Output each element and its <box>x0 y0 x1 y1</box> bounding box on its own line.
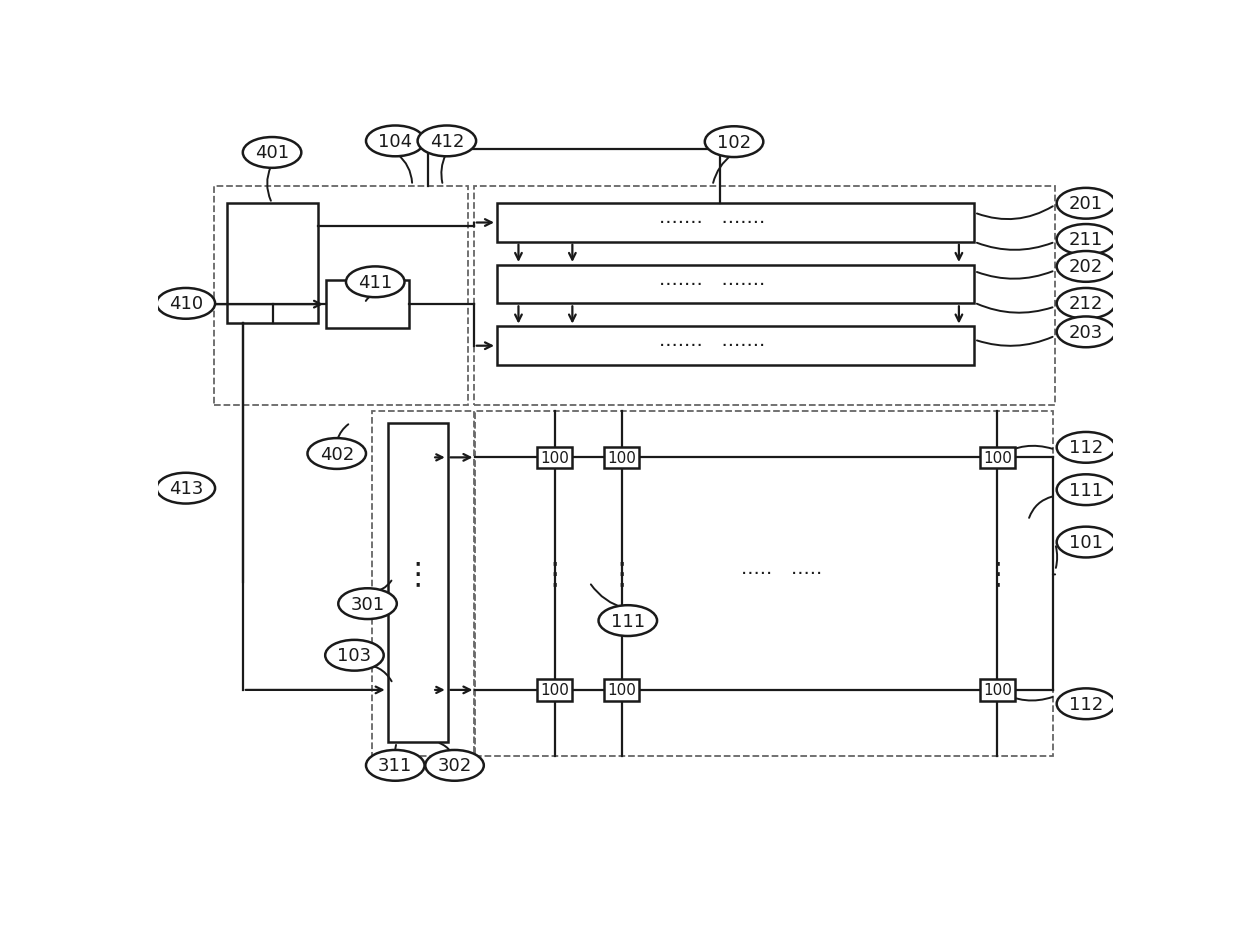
Bar <box>388 423 448 743</box>
Ellipse shape <box>1056 688 1115 719</box>
Ellipse shape <box>339 589 397 619</box>
Bar <box>980 680 1016 701</box>
Bar <box>537 447 573 468</box>
Text: 410: 410 <box>169 295 203 313</box>
Ellipse shape <box>1056 527 1115 558</box>
Text: 111: 111 <box>611 612 645 630</box>
Bar <box>537 680 573 701</box>
Bar <box>372 412 474 756</box>
Ellipse shape <box>425 750 484 781</box>
Text: 100: 100 <box>983 450 1012 465</box>
Text: ·······   ·······: ······· ······· <box>660 213 765 233</box>
Bar <box>604 447 640 468</box>
Text: 111: 111 <box>1069 481 1104 499</box>
Text: 401: 401 <box>255 144 289 162</box>
Ellipse shape <box>1056 317 1115 348</box>
Ellipse shape <box>1056 189 1115 219</box>
Ellipse shape <box>366 126 424 157</box>
Bar <box>227 204 319 323</box>
Text: 302: 302 <box>438 756 471 774</box>
Ellipse shape <box>1056 475 1115 506</box>
Text: ⋮: ⋮ <box>982 560 1013 588</box>
Text: ⋮: ⋮ <box>402 560 433 588</box>
Text: 212: 212 <box>1069 295 1104 313</box>
Ellipse shape <box>366 750 424 781</box>
Ellipse shape <box>599 605 657 636</box>
Text: 412: 412 <box>430 133 464 151</box>
Ellipse shape <box>418 126 476 157</box>
Text: 100: 100 <box>541 683 569 698</box>
Text: 201: 201 <box>1069 195 1104 213</box>
Bar <box>475 412 1053 756</box>
Bar <box>497 328 975 365</box>
Text: 112: 112 <box>1069 695 1104 713</box>
Text: 301: 301 <box>351 595 384 613</box>
Text: 102: 102 <box>717 133 751 151</box>
Text: 311: 311 <box>378 756 413 774</box>
Text: 100: 100 <box>983 683 1012 698</box>
Ellipse shape <box>156 289 215 319</box>
Ellipse shape <box>156 473 215 504</box>
Text: ·······   ·······: ······· ······· <box>660 337 765 356</box>
Ellipse shape <box>704 127 764 158</box>
Text: ·····   ·····: ····· ····· <box>742 565 822 583</box>
Text: 402: 402 <box>320 445 353 463</box>
Text: 103: 103 <box>337 647 372 665</box>
Text: 100: 100 <box>608 450 636 465</box>
Ellipse shape <box>243 138 301 169</box>
Bar <box>213 186 467 406</box>
Text: 104: 104 <box>378 133 413 151</box>
Bar <box>980 447 1016 468</box>
Ellipse shape <box>1056 225 1115 256</box>
Ellipse shape <box>1056 432 1115 464</box>
Ellipse shape <box>1056 289 1115 319</box>
Text: ⋮: ⋮ <box>606 560 637 588</box>
Text: 112: 112 <box>1069 439 1104 457</box>
Ellipse shape <box>308 439 366 469</box>
Bar <box>497 204 975 243</box>
Text: ·······   ·······: ······· ······· <box>660 276 765 295</box>
Text: 101: 101 <box>1069 533 1102 551</box>
Bar <box>326 281 409 329</box>
Text: ⋮: ⋮ <box>539 560 570 588</box>
Bar <box>604 680 640 701</box>
Text: 100: 100 <box>608 683 636 698</box>
Text: 211: 211 <box>1069 231 1104 249</box>
Text: 100: 100 <box>541 450 569 465</box>
Ellipse shape <box>325 640 383 671</box>
Text: 203: 203 <box>1069 324 1104 342</box>
Text: 413: 413 <box>169 480 203 497</box>
Text: 202: 202 <box>1069 258 1104 276</box>
Bar <box>474 186 1055 406</box>
Text: 411: 411 <box>358 274 392 292</box>
Bar <box>497 265 975 304</box>
Ellipse shape <box>1056 252 1115 282</box>
Ellipse shape <box>346 267 404 298</box>
